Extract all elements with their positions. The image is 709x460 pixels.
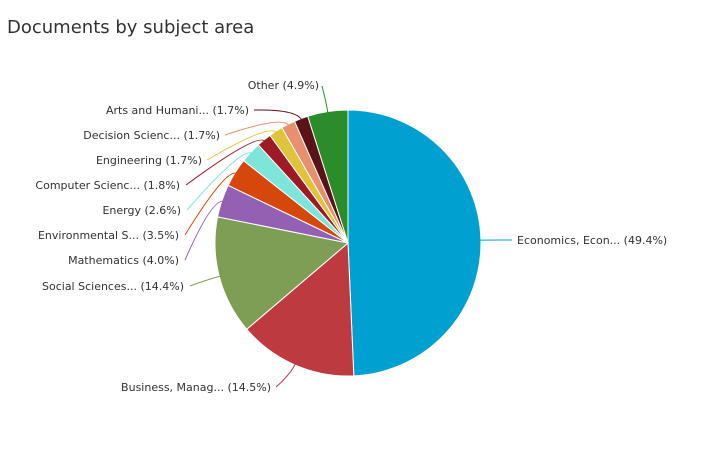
slice-label-4: Mathematics (4.0%) [68,254,179,267]
connector-line-10 [253,109,303,121]
slice-label-3: Social Sciences... (14.4%) [42,280,184,293]
connector-line-8 [206,130,278,161]
connector-line-7 [185,139,266,186]
slice-label-10: Arts and Humani... (1.7%) [106,104,249,117]
connector-line-2 [275,362,297,388]
slice-label-1: Economics, Econ... (49.4%) [517,234,667,247]
connector-line-3 [189,275,222,287]
slice-label-8: Engineering (1.7%) [96,154,202,167]
slice-labels: Economics, Econ... (49.4%) Business, Mana… [35,79,667,394]
slice-label-11: Other (4.9%) [248,79,319,92]
connector-line-4 [184,200,224,261]
slice-label-7: Computer Scienc... (1.8%) [35,179,180,192]
slice-label-2: Business, Manag... (14.5%) [121,381,271,394]
connector-line-11 [321,85,329,114]
label-connectors [184,85,513,388]
slice-label-6: Energy (2.6%) [102,204,181,217]
pie-slice-1[interactable] [347,109,482,377]
connector-line-5 [184,172,238,236]
slice-label-5: Environmental S... (3.5%) [38,229,179,242]
slice-label-9: Decision Scienc... (1.7%) [83,129,220,142]
chart-title: Documents by subject area [7,17,255,38]
connector-line-9 [224,121,290,136]
connector-line-6 [186,152,253,211]
pie-slices [214,109,482,377]
